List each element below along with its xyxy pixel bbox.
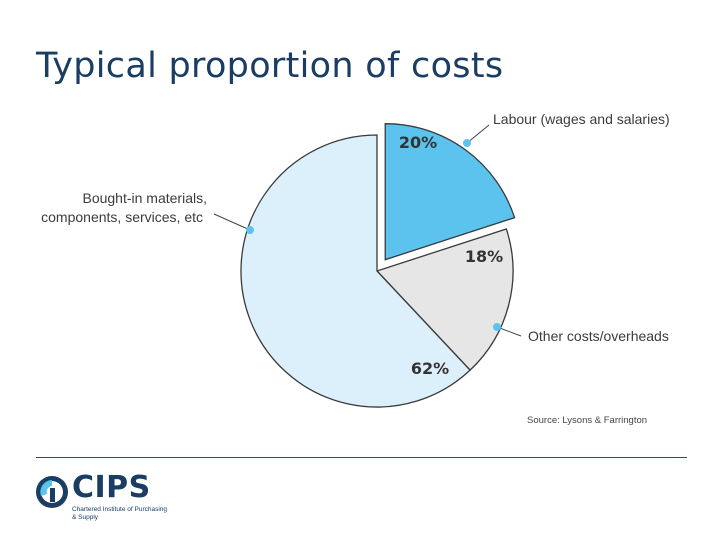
- pie-chart: 20% 18% 62% Labour (wages and salaries) Othe…: [41, 111, 670, 426]
- slice-category-label-0: Labour (wages and salaries): [493, 111, 670, 127]
- leader-line-0: [466, 124, 490, 144]
- page-title: Typical proportion of costs: [36, 46, 504, 86]
- cips-logo: CIPS Chartered Institute of Purchasing &…: [34, 470, 174, 530]
- slice-category-label-2-line-1: components, services, etc: [41, 209, 203, 225]
- pie-slice-1: [375, 228, 514, 372]
- logo-subtitle: Chartered Institute of Purchasing & Supp…: [72, 506, 168, 521]
- leader-dot-0: [463, 139, 471, 147]
- slice-value-label-1: 18%: [465, 247, 503, 266]
- slice-value-label-2: 62%: [411, 359, 449, 378]
- slice-category-label-2-line-0: Bought-in materials,: [82, 190, 207, 206]
- footer-divider: [36, 457, 687, 458]
- leader-dot-1: [493, 323, 501, 331]
- leader-dot-2: [246, 226, 254, 234]
- pie-slice-2: [240, 134, 472, 408]
- slice-value-label-0: 20%: [399, 133, 437, 152]
- logo-wordmark: CIPS: [72, 470, 151, 505]
- slice-category-label-1: Other costs/overheads: [528, 328, 669, 344]
- source-note: Source: Lysons & Farrington: [527, 415, 647, 426]
- leader-line-2: [213, 213, 251, 231]
- leader-line-1: [496, 326, 522, 337]
- pie-slice-0: [384, 123, 516, 261]
- cips-emblem-icon: [36, 476, 68, 508]
